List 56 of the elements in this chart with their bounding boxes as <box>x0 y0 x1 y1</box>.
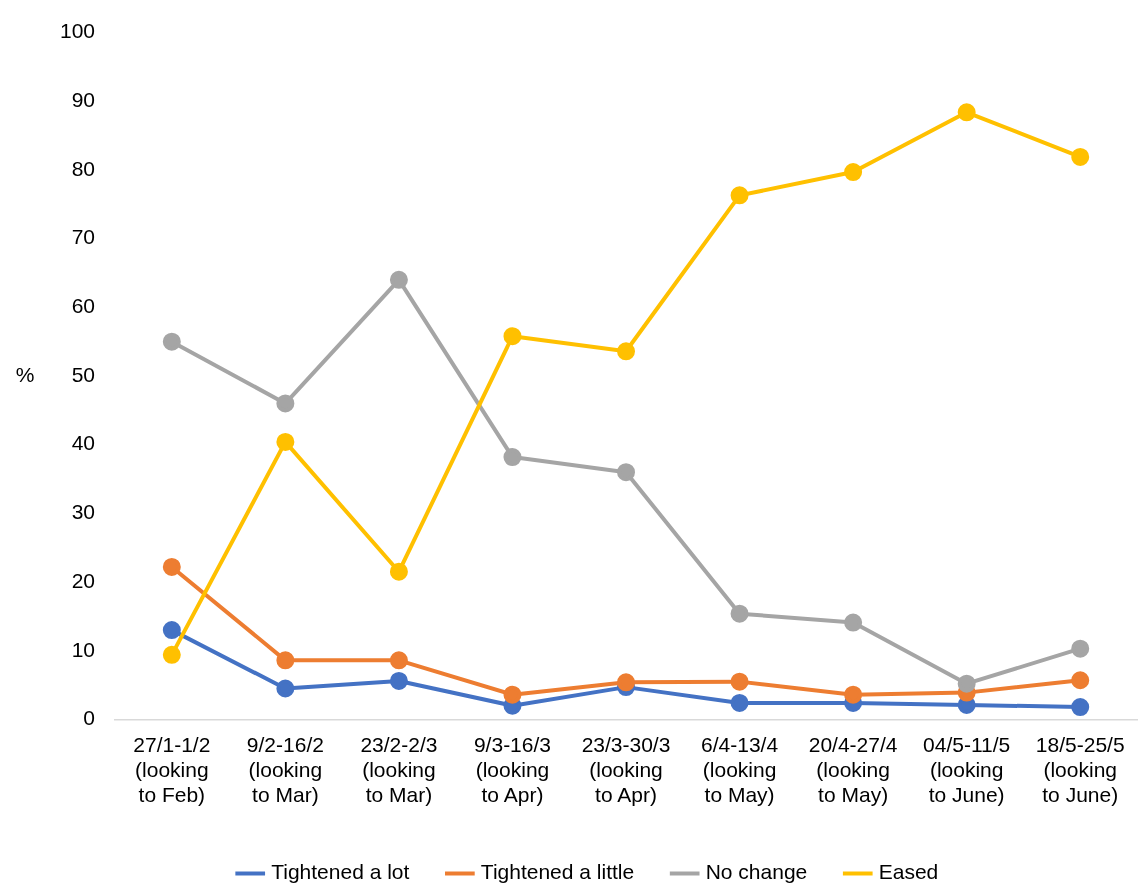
point <box>503 685 522 704</box>
point <box>389 562 408 581</box>
x-tick-label: 23/3-30/3 (looking to Apr) <box>581 732 671 807</box>
point <box>389 270 408 289</box>
point <box>1071 671 1090 690</box>
point <box>503 327 522 346</box>
x-tick-label: 20/4-27/4 (looking to May) <box>808 732 898 807</box>
point <box>276 651 295 670</box>
point <box>957 674 976 693</box>
y-tick-label: 40 <box>71 431 96 455</box>
x-tick-label: 27/1-1/2 (looking to Feb) <box>133 732 211 807</box>
point <box>1071 698 1090 717</box>
point <box>503 448 522 467</box>
y-tick-label: 100 <box>59 19 96 43</box>
point <box>730 672 749 691</box>
legend-label: Tightened a little <box>480 860 635 884</box>
y-tick-label: 70 <box>71 225 96 249</box>
legend-label: Eased <box>878 860 939 884</box>
point <box>957 103 976 122</box>
y-tick-label: 50 <box>71 362 96 386</box>
point <box>162 557 181 576</box>
x-tick-label: 04/5-11/5 (looking to June) <box>923 732 1011 807</box>
point <box>1071 639 1090 658</box>
x-tick-label: 9/2-16/2 (looking to Mar) <box>246 732 324 807</box>
y-tick-label: 0 <box>83 706 96 730</box>
point <box>730 186 749 205</box>
legend-label: Tightened a lot <box>271 860 410 884</box>
y-tick-label: 80 <box>71 156 96 180</box>
x-tick-label: 9/3-16/3 (looking to Apr) <box>473 732 551 807</box>
legend-label: No change <box>705 860 808 884</box>
x-tick-label: 6/4-13/4 (looking to May) <box>701 732 779 807</box>
y-axis-title: % <box>15 362 35 386</box>
y-tick-label: 90 <box>71 88 96 112</box>
point <box>617 342 636 361</box>
point <box>844 685 863 704</box>
point <box>276 394 295 413</box>
point <box>276 679 295 698</box>
point <box>844 163 863 182</box>
point <box>730 604 749 623</box>
point <box>162 332 181 351</box>
x-tick-label: 18/5-25/5 (looking to June) <box>1035 732 1125 807</box>
point <box>730 693 749 712</box>
point <box>617 463 636 482</box>
point <box>276 432 295 451</box>
y-tick-label: 20 <box>71 568 96 592</box>
point <box>1071 147 1090 166</box>
point <box>389 671 408 690</box>
point <box>389 651 408 670</box>
point <box>162 645 181 664</box>
point <box>844 613 863 632</box>
y-tick-label: 30 <box>71 500 96 524</box>
point <box>162 621 181 640</box>
x-tick-label: 23/2-2/3 (looking to Mar) <box>360 732 438 807</box>
y-tick-label: 60 <box>71 294 96 318</box>
point <box>617 673 636 692</box>
y-tick-label: 10 <box>71 637 96 661</box>
